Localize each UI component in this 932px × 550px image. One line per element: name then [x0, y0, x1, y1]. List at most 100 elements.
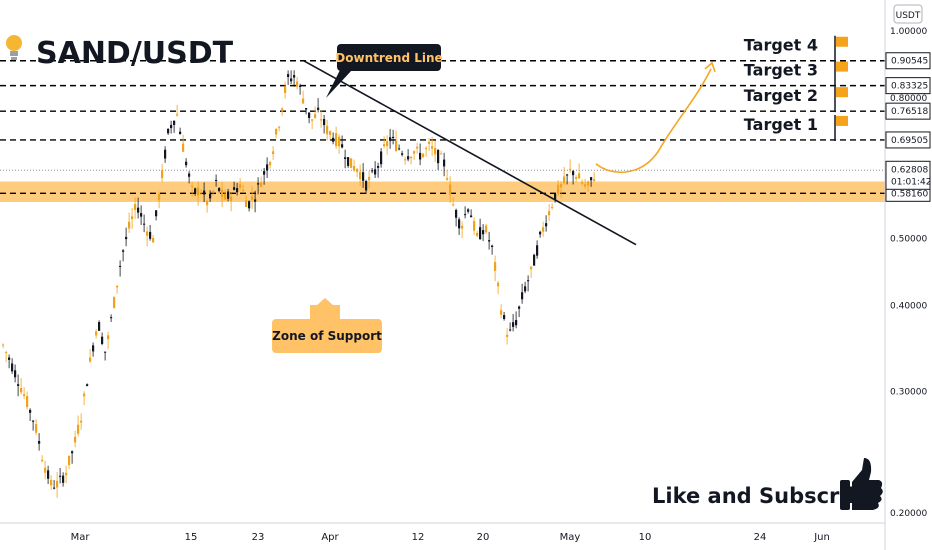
time-tick: 10 — [639, 532, 652, 543]
level-tag-text: 0.69505 — [891, 136, 928, 146]
candle-body — [347, 157, 350, 166]
candle-body — [146, 231, 149, 236]
candle-body — [491, 245, 494, 248]
candle-body — [308, 112, 311, 119]
candle-body — [533, 254, 536, 266]
candle-body — [398, 148, 401, 150]
candle-body — [593, 179, 596, 181]
candle-body — [59, 475, 62, 477]
candle-body — [191, 185, 194, 187]
time-tick: 20 — [477, 532, 490, 543]
candle-body — [11, 363, 14, 372]
candle-body — [377, 166, 380, 168]
candle-body — [500, 310, 503, 315]
candle-body — [86, 384, 89, 387]
candle-body — [65, 472, 68, 476]
candle-body — [95, 331, 98, 336]
target-label: Target 4 — [744, 36, 818, 55]
candle-body — [284, 86, 287, 94]
candle-body — [167, 128, 170, 134]
candle-body — [446, 178, 449, 180]
price-axis: 1.00000 0.80000 0.50000 0.40000 0.30000 0.200… — [890, 27, 927, 519]
candle-body — [281, 108, 284, 112]
candle-body — [467, 209, 470, 212]
candle-body — [173, 120, 176, 125]
candle-body — [368, 176, 371, 181]
candle-body — [509, 329, 512, 331]
level-tag-box — [885, 131, 931, 149]
candle-body — [209, 193, 212, 199]
current-price-tag: 0.62808 01:01:42 — [885, 160, 931, 190]
candle-body — [245, 200, 248, 207]
candle-body — [215, 179, 218, 182]
candle-body — [236, 188, 239, 193]
level-tag-text: 0.90545 — [891, 57, 928, 67]
candle-body — [395, 140, 398, 151]
candle-body — [461, 225, 464, 229]
candle-body — [545, 223, 548, 227]
candle-body — [125, 236, 128, 240]
candle-body — [416, 146, 419, 149]
candle-body — [182, 143, 185, 152]
candle-body — [131, 216, 134, 220]
price-tick: 0.30000 — [890, 388, 927, 398]
candle-body — [569, 168, 572, 170]
candle-body — [494, 262, 497, 271]
candle-body — [458, 219, 461, 229]
candle-body — [47, 470, 50, 479]
candle-body — [587, 181, 590, 186]
candle-body — [242, 190, 245, 192]
candle-body — [434, 147, 437, 155]
candle-body — [575, 177, 578, 179]
candle-body — [200, 192, 203, 194]
candle-body — [272, 151, 275, 155]
level-tag-text: 0.83325 — [891, 82, 928, 92]
candle-body — [485, 225, 488, 233]
downtrend-callout: Downtrend Line — [326, 44, 443, 98]
candle-body — [515, 320, 518, 326]
support-label: Zone of Support — [272, 329, 382, 343]
candle-body — [413, 151, 416, 154]
candle-body — [263, 171, 266, 175]
candle-body — [74, 436, 77, 443]
candle-body — [326, 125, 329, 135]
downtrend-line — [303, 60, 637, 246]
time-tick: 24 — [754, 532, 767, 543]
candle-body — [338, 136, 341, 147]
candle-body — [305, 108, 308, 110]
candle-body — [518, 306, 521, 309]
candle-body — [482, 230, 485, 235]
candle-body — [386, 141, 389, 146]
candle-body — [29, 409, 32, 413]
candle-body — [35, 424, 38, 433]
candle-body — [104, 351, 107, 353]
candle-body — [488, 240, 491, 242]
candle-body — [452, 204, 455, 206]
candle-body — [557, 184, 560, 195]
target-label: Target 3 — [744, 61, 818, 80]
price-level-tags: 0.90545 0.83325 0.76518 0.69505 0.58160 — [885, 52, 931, 202]
candle-body — [221, 189, 224, 198]
price-tick: 0.80000 — [890, 94, 927, 104]
candle-body — [194, 188, 197, 194]
candle-body — [155, 210, 158, 217]
candle-body — [365, 181, 368, 191]
candle-body — [203, 190, 206, 195]
candle-body — [344, 157, 347, 159]
candle-body — [110, 317, 113, 319]
candle-body — [287, 74, 290, 77]
level-tag-text: 0.58160 — [891, 189, 928, 199]
candle-body — [317, 107, 320, 110]
time-tick: 23 — [252, 532, 265, 543]
projection-curve — [595, 68, 712, 174]
candle-body — [158, 193, 161, 201]
candle-body — [254, 199, 257, 202]
candle-body — [404, 159, 407, 161]
candle-body — [53, 487, 56, 489]
candle-body — [560, 184, 563, 188]
candle-body — [116, 285, 119, 288]
candle-body — [389, 137, 392, 141]
candle-body — [464, 214, 467, 216]
candle-body — [401, 153, 404, 155]
candle-body — [572, 171, 575, 176]
